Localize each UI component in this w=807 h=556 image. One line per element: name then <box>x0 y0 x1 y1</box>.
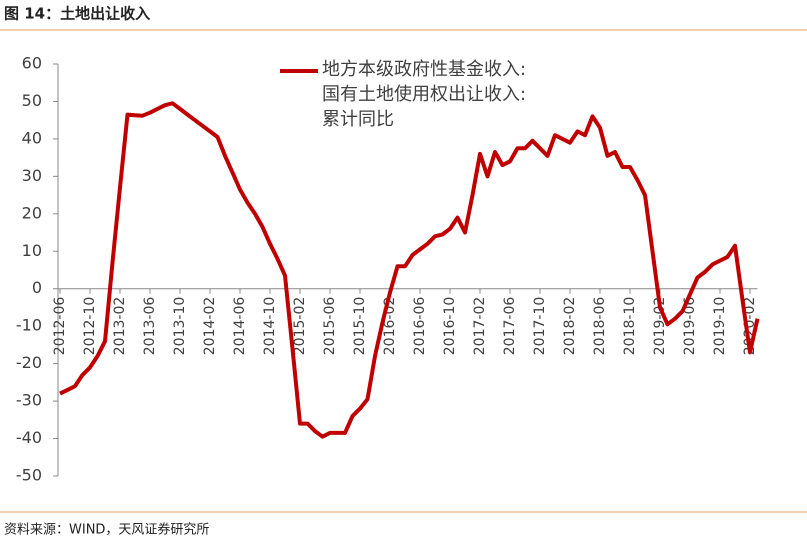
x-tick-label: 2016-06 <box>412 297 428 356</box>
x-tick-label: 2016-02 <box>382 297 398 356</box>
x-tick-label: 2014-10 <box>262 297 278 356</box>
y-tick-label: 50 <box>22 91 42 110</box>
y-tick-label: -30 <box>16 391 42 410</box>
x-tick-label: 2018-06 <box>592 297 608 356</box>
y-tick-label: -10 <box>16 316 42 335</box>
x-tick-label: 2016-10 <box>442 297 458 356</box>
x-tick-label: 2013-10 <box>172 297 188 356</box>
x-tick-label: 2015-02 <box>292 297 308 356</box>
y-tick-label: 20 <box>22 203 42 222</box>
x-tick-label: 2012-06 <box>52 297 68 356</box>
x-tick-label: 2019-06 <box>682 297 698 356</box>
line-series <box>59 101 760 439</box>
x-tick-label: 2014-06 <box>232 297 248 356</box>
source: 资料来源：WIND，天风证券研究所 <box>4 522 209 538</box>
x-tick-label: 2017-02 <box>472 297 488 356</box>
y-tick-label: 30 <box>22 166 42 185</box>
y-tick-label: 40 <box>22 128 42 147</box>
x-tick-label: 2019-02 <box>652 297 668 356</box>
x-tick-label: 2017-06 <box>502 297 518 356</box>
x-tick-label: 2015-10 <box>352 297 368 356</box>
x-tick-label: 2017-10 <box>532 297 548 356</box>
chart-title: 图 14：土地出让收入 <box>4 5 150 23</box>
x-tick-label: 2018-02 <box>562 297 578 356</box>
y-tick-label: 0 <box>32 278 42 297</box>
x-tick-label: 2015-06 <box>322 297 338 356</box>
x-tick-label: 2018-10 <box>622 297 638 356</box>
y-tick-label: -40 <box>16 428 42 447</box>
x-tick-label: 2019-10 <box>712 297 728 356</box>
y-tick-label: 60 <box>22 54 42 73</box>
x-tick-label: 2013-02 <box>112 297 128 356</box>
y-tick-label: -50 <box>16 466 42 485</box>
x-tick-label: 2014-02 <box>202 297 218 356</box>
x-tick-label: 2013-06 <box>142 297 158 356</box>
legend-label: 地方本级政府性基金收入:国有土地使用权出让收入:累计同比 <box>322 59 527 130</box>
y-tick-label: -20 <box>16 353 42 372</box>
legend: 地方本级政府性基金收入:国有土地使用权出让收入:累计同比 <box>322 59 527 130</box>
y-tick-label: 10 <box>22 241 42 260</box>
x-tick-label: 2012-10 <box>82 297 98 356</box>
